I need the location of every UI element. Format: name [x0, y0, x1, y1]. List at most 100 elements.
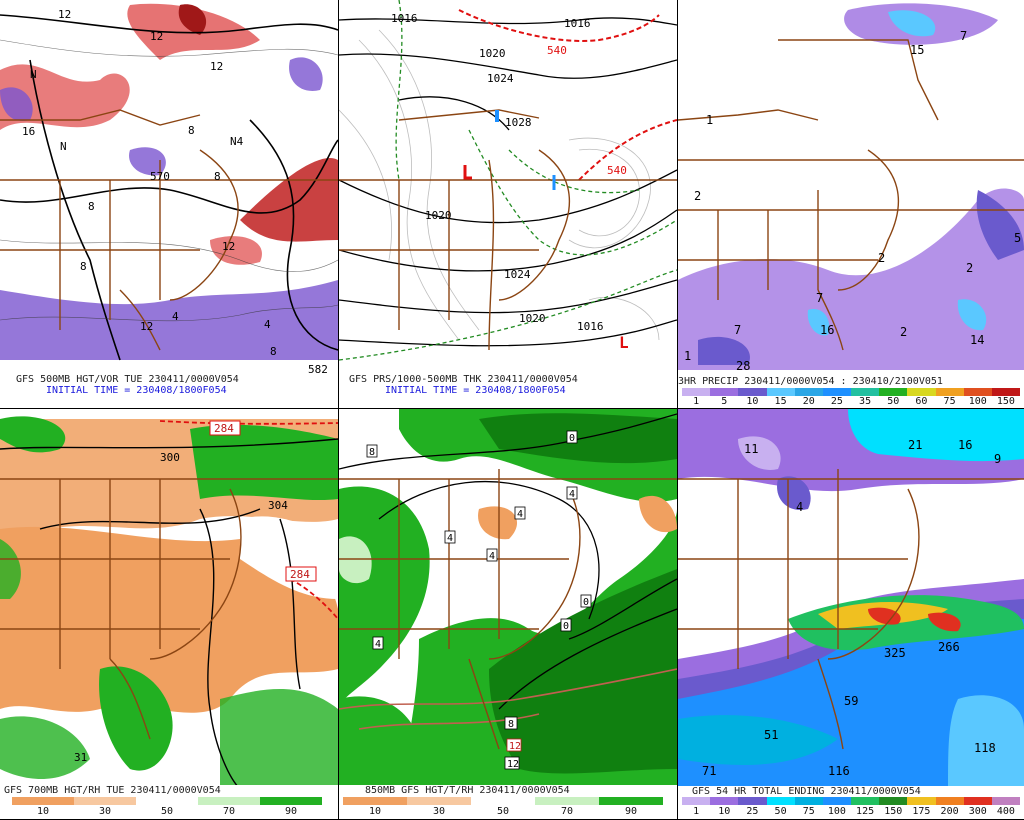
scale-tick-label: 100	[968, 396, 987, 407]
scale-swatch	[766, 388, 795, 396]
map-3hr-precip	[678, 3, 1024, 370]
scale-swatch	[710, 388, 739, 396]
panel-title: 3HR PRECIP 230411/0000V054 : 230410/2100…	[678, 376, 1024, 387]
scale-swatch	[535, 797, 599, 805]
scale-tick-label: 30	[98, 806, 112, 817]
scale-tick-label: 90	[284, 806, 298, 817]
contour-label: 16	[22, 125, 35, 138]
contour-label: 582	[308, 363, 328, 376]
isobar-label: 1020	[519, 312, 546, 325]
precip-value: 1	[706, 113, 713, 127]
contour-label: 8	[88, 200, 95, 213]
temp-label: 4	[447, 533, 453, 544]
total-value: 21	[908, 438, 922, 452]
map-500mb	[0, 3, 338, 361]
height-label: 304	[268, 499, 288, 512]
scale-swatch	[935, 388, 964, 396]
contour-label: 12	[58, 8, 71, 21]
total-value: 16	[958, 438, 972, 452]
total-value: 118	[974, 741, 996, 755]
total-value: 59	[844, 694, 858, 708]
panel-title: 850MB GFS HGT/T/RH 230411/0000V054	[339, 785, 677, 796]
scale-swatch	[794, 388, 823, 396]
precip-value: 5	[1014, 231, 1021, 245]
panel-700mb-rh: 284 300 304 284 31 GFS 700MB HGT/RH TUE …	[0, 409, 339, 820]
scale-swatch	[794, 797, 823, 805]
scale-swatch	[907, 797, 936, 805]
scale-tick-label: 70	[222, 806, 236, 817]
panel-title: GFS 700MB HGT/RH TUE 230411/0000V054	[0, 785, 338, 796]
labels-700mb: 284 300 304 284 31	[74, 420, 317, 764]
scale-tick-label: 1	[693, 806, 700, 817]
total-value: 325	[884, 646, 906, 660]
contour-label: 12	[140, 320, 153, 333]
total-value: 51	[764, 728, 778, 742]
labels-850mb: 8 0 4 4 4 4 0 4 0 8 12 12	[366, 430, 592, 770]
scale-swatch	[471, 797, 535, 805]
scale-swatch	[963, 388, 992, 396]
scale-swatch	[682, 797, 711, 805]
total-value: 266	[938, 640, 960, 654]
contour-label: N	[30, 68, 37, 81]
contour-label: 12	[150, 30, 163, 43]
height-label: 284	[214, 422, 234, 435]
scale-swatch	[738, 388, 767, 396]
scale-swatch	[991, 797, 1021, 805]
contour-label: N4	[230, 135, 244, 148]
scale-swatch	[710, 797, 739, 805]
isobar-label: 1020	[425, 209, 452, 222]
scale-tick-label: 90	[624, 806, 638, 817]
scale-swatch	[851, 797, 880, 805]
scale-tick-label: 5	[721, 396, 728, 407]
labels-54hr-total: 11 21 16 9 4 325 266 59 51 71 116 118	[702, 438, 1001, 778]
scale-tick-label: 50	[496, 806, 510, 817]
scale-tick-label: 200	[940, 806, 959, 817]
scale-swatch	[198, 797, 260, 805]
scale-tick-label: 1	[693, 396, 700, 407]
panel-title: GFS 500MB HGT/VOR TUE 230411/0000V054	[0, 374, 338, 385]
temp-label: 12	[507, 759, 519, 770]
scale-tick-label: 10	[718, 806, 731, 817]
scale-tick-label: 25	[830, 396, 843, 407]
scale-swatch	[407, 797, 471, 805]
scale-tick-label: 75	[802, 806, 815, 817]
contour-label: 12	[222, 240, 235, 253]
temp-label: 8	[369, 447, 375, 458]
total-value: 71	[702, 764, 716, 778]
temp-label: 12	[509, 741, 521, 752]
precip-value: 2	[878, 251, 885, 265]
map-700mb	[0, 416, 338, 790]
total-value: 11	[744, 442, 758, 456]
scale-swatch	[879, 388, 908, 396]
contour-label: 8	[80, 260, 87, 273]
initial-time: INITIAL TIME = 230408/1800F054	[339, 385, 677, 396]
scale-tick-label: 150	[884, 806, 903, 817]
precip-value: 15	[910, 43, 924, 57]
scale-swatch	[822, 797, 852, 805]
isobar-label: 1024	[487, 72, 514, 85]
isobar-label: 1024	[504, 268, 531, 281]
scale-swatch	[935, 797, 964, 805]
scale-swatch	[343, 797, 407, 805]
scale-swatch	[766, 797, 795, 805]
temp-label: 0	[563, 621, 569, 632]
total-value: 9	[994, 452, 1001, 466]
scale-tick-label: 15	[774, 396, 787, 407]
scale-swatch	[682, 388, 711, 396]
contour-label: 570	[150, 170, 170, 183]
precip-color-scale	[682, 388, 1021, 396]
panel-54hr-total-precip: 11 21 16 9 4 325 266 59 51 71 116 118 GF…	[678, 409, 1024, 820]
scale-swatch	[136, 797, 198, 805]
precip-value: 14	[970, 333, 984, 347]
total-value: 116	[828, 764, 850, 778]
scale-tick-label: 10	[746, 396, 759, 407]
precip-value: 16	[820, 323, 834, 337]
height-label: 300	[160, 451, 180, 464]
scale-tick-label: 50	[887, 396, 900, 407]
scale-tick-label: 60	[915, 396, 928, 407]
scale-swatch	[907, 388, 936, 396]
contour-label: 8	[188, 124, 195, 137]
precip-value: 7	[734, 323, 741, 337]
temp-label: 0	[569, 433, 575, 444]
scale-swatch	[12, 797, 74, 805]
